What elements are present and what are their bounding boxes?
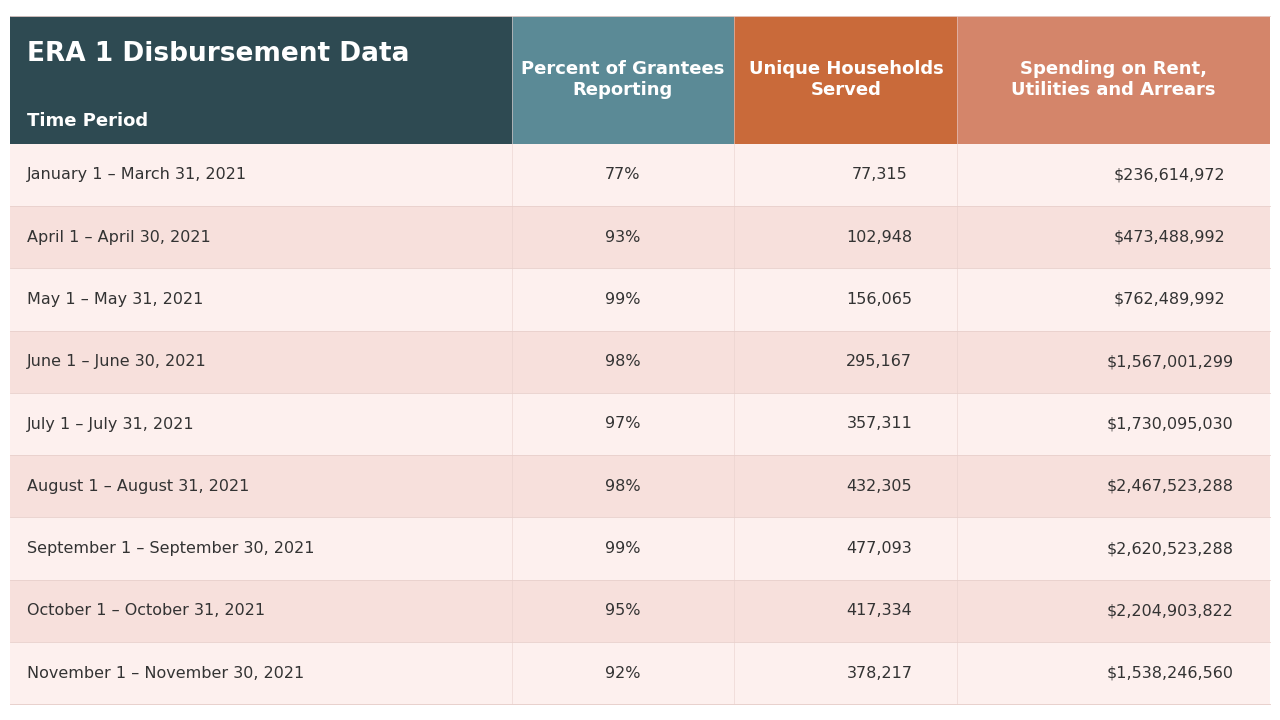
FancyBboxPatch shape <box>10 269 1270 330</box>
Text: 477,093: 477,093 <box>846 541 913 556</box>
Text: November 1 – November 30, 2021: November 1 – November 30, 2021 <box>27 665 305 680</box>
FancyBboxPatch shape <box>10 518 1270 580</box>
Text: 417,334: 417,334 <box>846 603 913 618</box>
FancyBboxPatch shape <box>10 206 1270 269</box>
Text: September 1 – September 30, 2021: September 1 – September 30, 2021 <box>27 541 315 556</box>
Text: 98%: 98% <box>605 354 641 369</box>
Text: 378,217: 378,217 <box>846 665 913 680</box>
Text: $236,614,972: $236,614,972 <box>1114 168 1226 182</box>
Text: Unique Households
Served: Unique Households Served <box>749 60 943 99</box>
Text: 92%: 92% <box>605 665 641 680</box>
Text: Spending on Rent,
Utilities and Arrears: Spending on Rent, Utilities and Arrears <box>1011 60 1216 99</box>
Text: Percent of Grantees
Reporting: Percent of Grantees Reporting <box>521 60 724 99</box>
Text: 77%: 77% <box>605 168 641 182</box>
Text: $473,488,992: $473,488,992 <box>1114 230 1226 245</box>
Text: $1,538,246,560: $1,538,246,560 <box>1106 665 1234 680</box>
FancyBboxPatch shape <box>735 16 957 144</box>
Text: $1,730,095,030: $1,730,095,030 <box>1106 416 1233 431</box>
FancyBboxPatch shape <box>10 144 1270 206</box>
Text: Time Period: Time Period <box>27 112 148 130</box>
Text: ERA 1 Disbursement Data: ERA 1 Disbursement Data <box>27 41 410 67</box>
Text: $2,204,903,822: $2,204,903,822 <box>1106 603 1233 618</box>
FancyBboxPatch shape <box>10 393 1270 455</box>
FancyBboxPatch shape <box>10 16 512 144</box>
FancyBboxPatch shape <box>10 455 1270 518</box>
Text: 295,167: 295,167 <box>846 354 913 369</box>
Text: 99%: 99% <box>605 292 641 307</box>
Text: July 1 – July 31, 2021: July 1 – July 31, 2021 <box>27 416 195 431</box>
Text: April 1 – April 30, 2021: April 1 – April 30, 2021 <box>27 230 211 245</box>
FancyBboxPatch shape <box>10 642 1270 704</box>
Text: May 1 – May 31, 2021: May 1 – May 31, 2021 <box>27 292 204 307</box>
Text: $2,620,523,288: $2,620,523,288 <box>1106 541 1234 556</box>
FancyBboxPatch shape <box>10 580 1270 642</box>
Text: 98%: 98% <box>605 479 641 494</box>
Text: $2,467,523,288: $2,467,523,288 <box>1106 479 1234 494</box>
Text: 93%: 93% <box>605 230 641 245</box>
Text: October 1 – October 31, 2021: October 1 – October 31, 2021 <box>27 603 265 618</box>
FancyBboxPatch shape <box>512 16 735 144</box>
Text: 102,948: 102,948 <box>846 230 913 245</box>
Text: 97%: 97% <box>605 416 641 431</box>
Text: 156,065: 156,065 <box>846 292 913 307</box>
Text: August 1 – August 31, 2021: August 1 – August 31, 2021 <box>27 479 250 494</box>
FancyBboxPatch shape <box>10 330 1270 393</box>
FancyBboxPatch shape <box>957 16 1270 144</box>
Text: 99%: 99% <box>605 541 641 556</box>
Text: January 1 – March 31, 2021: January 1 – March 31, 2021 <box>27 168 247 182</box>
Text: 95%: 95% <box>605 603 641 618</box>
Text: 77,315: 77,315 <box>851 168 908 182</box>
Text: $1,567,001,299: $1,567,001,299 <box>1106 354 1234 369</box>
Text: 432,305: 432,305 <box>846 479 913 494</box>
Text: 357,311: 357,311 <box>846 416 913 431</box>
Text: June 1 – June 30, 2021: June 1 – June 30, 2021 <box>27 354 206 369</box>
Text: $762,489,992: $762,489,992 <box>1114 292 1226 307</box>
